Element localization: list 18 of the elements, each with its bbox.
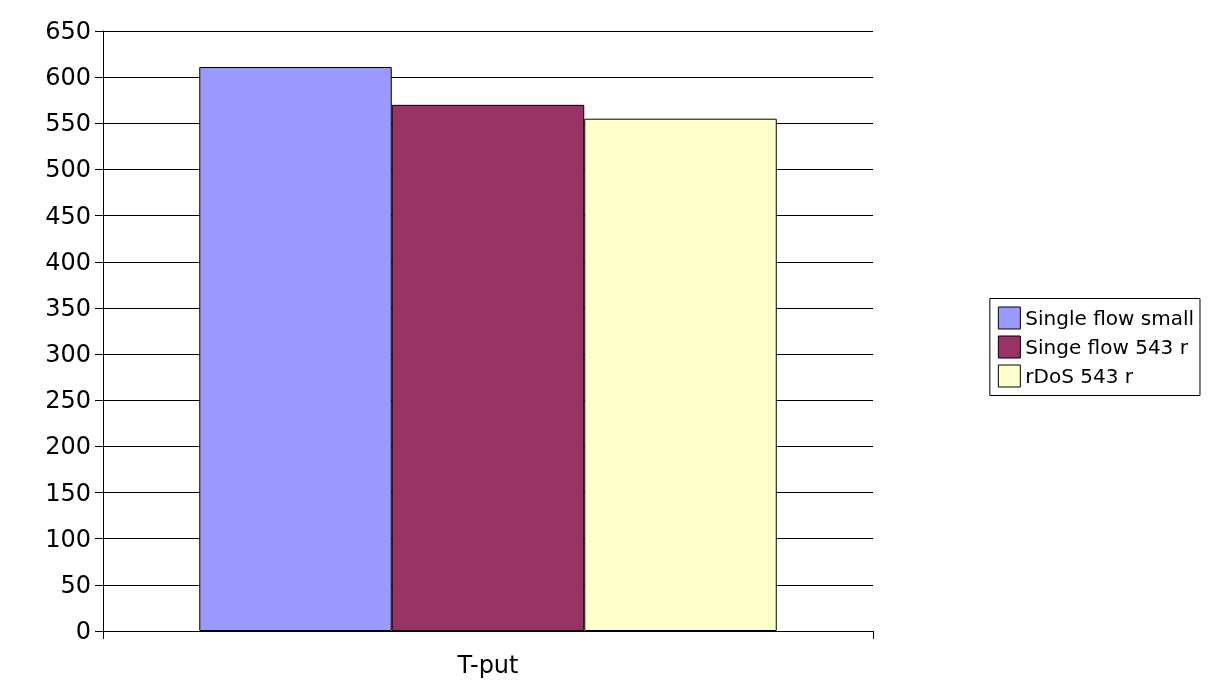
y-tick-label: 100 [45,524,91,553]
y-tick-label: 150 [45,478,91,507]
y-tick-label: 0 [75,617,91,645]
y-tick-label: 350 [45,293,91,322]
y-tick-label: 650 [45,17,91,45]
y-tick-label: 450 [45,201,91,230]
x-tick-label: T-put [456,651,519,679]
y-tick-label: 400 [45,247,91,276]
legend-label: Singe flow 543 r [1025,335,1189,359]
y-tick-label: 200 [45,432,91,461]
y-tick-label: 250 [45,386,91,415]
y-tick-label: 50 [60,570,91,599]
y-tick-label: 550 [45,109,91,138]
y-tick-label: 600 [45,63,91,92]
y-tick-label: 500 [45,155,91,184]
legend-label: rDoS 543 r [1025,364,1134,388]
legend-label: Single flow small [1025,306,1195,330]
y-tick-label: 300 [45,340,91,369]
